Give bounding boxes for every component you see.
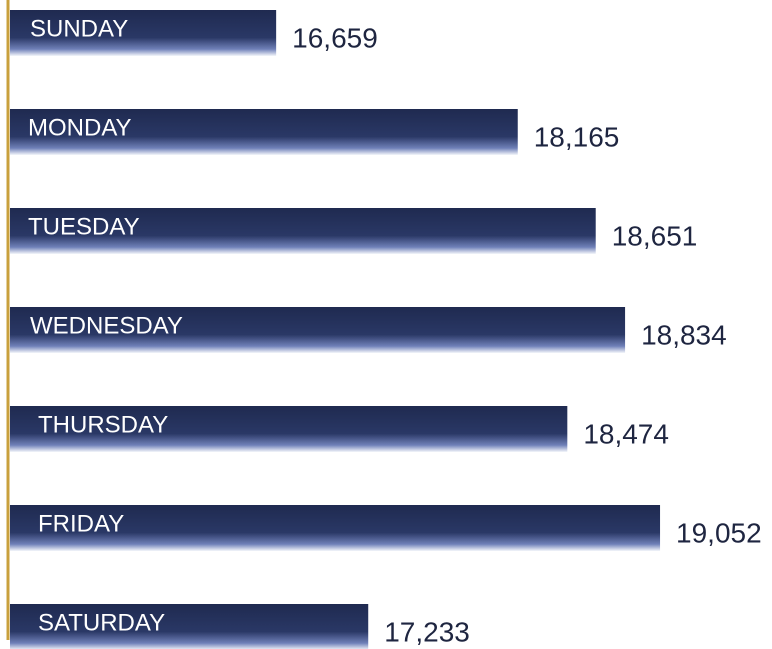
- category-label: MONDAY: [28, 114, 132, 141]
- value-label: 17,233: [384, 616, 470, 647]
- category-label: SATURDAY: [38, 609, 165, 636]
- bar: [10, 109, 518, 155]
- value-label: 18,651: [612, 220, 698, 251]
- value-label: 16,659: [292, 22, 378, 53]
- value-label: 18,834: [641, 319, 727, 350]
- bar: [10, 10, 277, 56]
- category-label: TUESDAY: [28, 213, 140, 240]
- category-label: THURSDAY: [38, 411, 168, 438]
- bar: [10, 505, 661, 551]
- category-label: FRIDAY: [38, 510, 124, 537]
- bar: [10, 307, 626, 353]
- category-label: SUNDAY: [30, 15, 128, 42]
- bar: [10, 406, 568, 452]
- value-label: 18,165: [534, 121, 620, 152]
- bar: [10, 604, 369, 649]
- value-label: 19,052: [676, 517, 762, 548]
- value-label: 18,474: [583, 418, 669, 449]
- bar: [10, 208, 596, 254]
- category-label: WEDNESDAY: [30, 312, 183, 339]
